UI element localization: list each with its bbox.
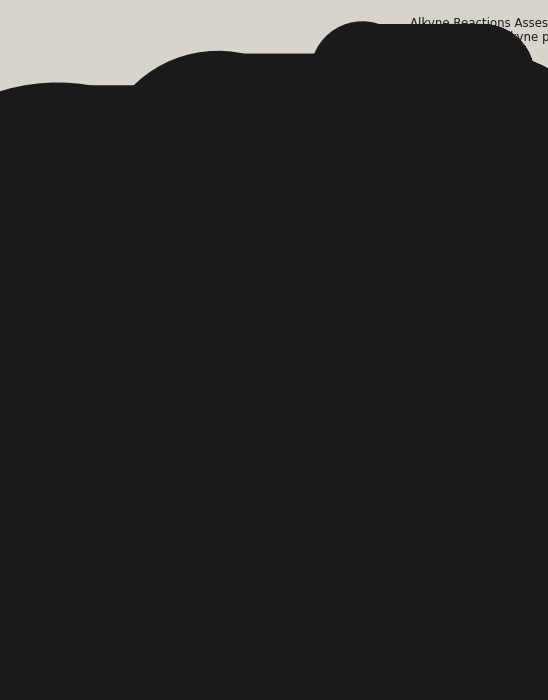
- Text: 2 eq. HBr: 2 eq. HBr: [452, 466, 504, 475]
- Text: f.: f.: [414, 624, 422, 637]
- Text: 2)  H₂O₂, NaOH: 2) H₂O₂, NaOH: [434, 171, 512, 181]
- Text: H₂O, H₂SO₄: H₂O, H₂SO₄: [450, 363, 507, 373]
- Text: Na, NH₃: Na, NH₃: [457, 585, 501, 595]
- Text: 1)  Predict the alkyne product(s) of each reaction shown below.: 1) Predict the alkyne product(s) of each…: [412, 32, 548, 44]
- Text: 1)  Sia₂BH: 1) Sia₂BH: [447, 157, 499, 167]
- Text: HgSO₄: HgSO₄: [462, 376, 495, 386]
- Text: b.: b.: [420, 201, 432, 214]
- Text: a.: a.: [424, 99, 436, 112]
- Text: d.: d.: [420, 402, 432, 415]
- Text: 1) Br₂, CCl₄: 1) Br₂, CCl₄: [437, 57, 492, 67]
- Text: 3) H₂O: 3) H₂O: [448, 81, 481, 91]
- Text: c.: c.: [424, 305, 435, 318]
- Text: e.: e.: [420, 508, 432, 520]
- Text: 2) excess NaNH₂, NH₃: 2) excess NaNH₂, NH₃: [410, 69, 518, 79]
- Text: Alkyne Reactions Assessment: Alkyne Reactions Assessment: [409, 18, 548, 30]
- Text: 1 eq. Br₂: 1 eq. Br₂: [452, 262, 500, 272]
